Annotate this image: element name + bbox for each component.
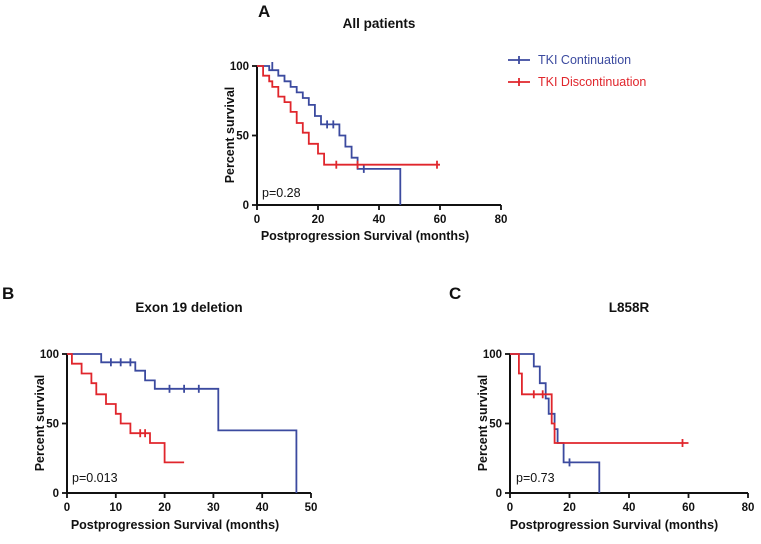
svg-text:50: 50 xyxy=(489,419,502,431)
panel-a-pvalue: p=0.28 xyxy=(262,186,301,200)
svg-text:60: 60 xyxy=(434,214,447,226)
panel-b-pvalue: p=0.013 xyxy=(72,471,118,485)
panel-c-ylabel: Percent survival xyxy=(476,374,490,472)
svg-text:80: 80 xyxy=(742,502,755,514)
svg-text:20: 20 xyxy=(563,502,576,514)
panel-c-plot: 0 20 40 60 80 0 50 100 xyxy=(483,349,755,514)
svg-text:100: 100 xyxy=(40,349,59,361)
panel-a-plot: 0 20 40 60 80 0 50 100 xyxy=(230,61,508,226)
panel-b-xlabel: Postprogression Survival (months) xyxy=(70,518,280,532)
survival-line-icon xyxy=(508,78,530,86)
legend-label-continuation: TKI Continuation xyxy=(538,53,632,67)
svg-text:0: 0 xyxy=(507,502,513,514)
panel-b-plot: 0 10 20 30 40 50 0 50 100 xyxy=(40,349,318,514)
svg-text:0: 0 xyxy=(254,214,260,226)
panel-c-pvalue: p=0.73 xyxy=(516,471,555,485)
svg-text:40: 40 xyxy=(373,214,386,226)
panel-a-title: All patients xyxy=(342,16,416,31)
legend-item-tki-discontinuation: TKI Discontinuation xyxy=(507,75,646,89)
svg-text:30: 30 xyxy=(207,502,220,514)
panel-c-title: L858R xyxy=(608,300,650,315)
svg-text:80: 80 xyxy=(495,214,508,226)
svg-text:50: 50 xyxy=(305,502,318,514)
panel-a-xlabel: Postprogression Survival (months) xyxy=(260,229,470,243)
svg-text:0: 0 xyxy=(64,502,70,514)
svg-text:10: 10 xyxy=(109,502,122,514)
legend-item-tki-continuation: TKI Continuation xyxy=(507,53,646,67)
panel-a-ylabel: Percent survival xyxy=(223,86,237,184)
svg-text:40: 40 xyxy=(623,502,636,514)
svg-text:50: 50 xyxy=(46,419,59,431)
svg-text:100: 100 xyxy=(230,61,249,73)
survival-line-icon xyxy=(508,56,530,64)
svg-text:100: 100 xyxy=(483,349,502,361)
legend-label-discontinuation: TKI Discontinuation xyxy=(538,75,647,89)
svg-text:0: 0 xyxy=(496,488,502,500)
svg-text:20: 20 xyxy=(158,502,171,514)
panel-b-letter: B xyxy=(2,284,15,303)
panel-b-ylabel: Percent survival xyxy=(33,374,47,472)
svg-text:20: 20 xyxy=(312,214,325,226)
svg-text:0: 0 xyxy=(243,200,249,212)
legend: TKI Continuation TKI Discontinuation xyxy=(507,53,646,89)
svg-text:0: 0 xyxy=(53,488,59,500)
svg-text:40: 40 xyxy=(256,502,269,514)
panel-c-letter: C xyxy=(449,284,462,303)
panel-c-xlabel: Postprogression Survival (months) xyxy=(509,518,719,532)
panel-b-title: Exon 19 deletion xyxy=(135,300,243,315)
panel-a-letter: A xyxy=(258,2,271,21)
svg-text:60: 60 xyxy=(682,502,695,514)
svg-text:50: 50 xyxy=(236,131,249,143)
